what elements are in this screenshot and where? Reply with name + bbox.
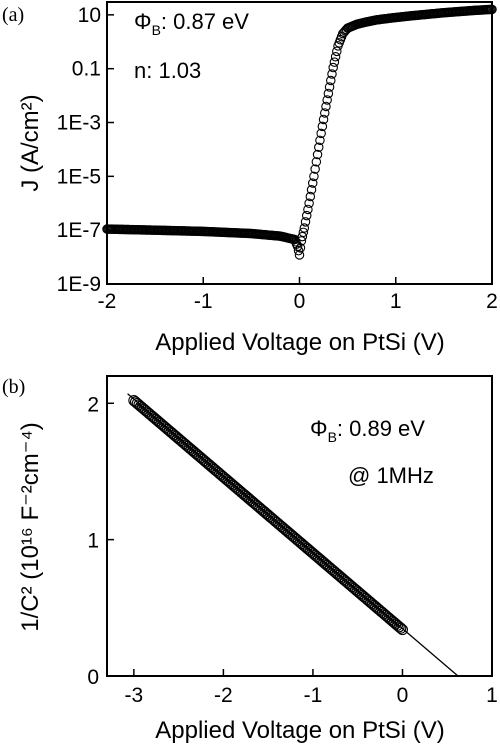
panel-a-data-point [329, 57, 340, 67]
panel-a: (a) -2 -1 0 1 2 1E-9 1E-7 1E-5 1E-3 0.1 10 Applied… [2, 1, 498, 356]
panel-a-data-point [296, 236, 307, 246]
panel-b-xlabel: Applied Voltage on PtSi (V) [155, 717, 445, 744]
panel-a-data-point [306, 185, 317, 195]
panel-a-data-point [321, 101, 331, 112]
panel-a-ytick-label: 1E-5 [57, 165, 101, 188]
panel-b-ytick-label: 1 [87, 530, 99, 553]
panel-a-xtick-label: 2 [486, 290, 498, 313]
panel-a-data-point [320, 108, 330, 118]
panel-b-ylabel: 1/C² (10¹⁶ F⁻²cm⁻⁴) [17, 422, 44, 632]
panel-a-data-point [324, 82, 335, 92]
panel-a-xtick-label: 1 [390, 290, 402, 313]
panel-a-data-point [300, 217, 311, 227]
panel-a-data-point [318, 114, 329, 125]
panel-a-data-point [323, 88, 334, 99]
panel-a-data-point [326, 75, 336, 86]
panel-b-phi-subscript: B [328, 429, 337, 445]
panel-a-data-point [332, 46, 342, 57]
panel-a-data-point [330, 51, 341, 62]
panel-b-xtick-label: 1 [486, 684, 498, 707]
panel-a-data-point [297, 231, 308, 242]
panel-a-data-point [316, 128, 326, 139]
panel-a-ytick-label: 1E-7 [57, 219, 101, 242]
panel-b-xtick-label: -3 [125, 684, 144, 707]
panel-b-points [128, 394, 409, 636]
panel-a-data-point [311, 157, 322, 167]
panel-b-xtick-label: 0 [397, 684, 409, 707]
panel-a-data-point [317, 121, 328, 132]
panel-b-frequency-annotation: @ 1MHz [348, 463, 434, 488]
panel-a-data-point [307, 178, 318, 188]
panel-b-ytick-label: 0 [87, 666, 99, 689]
panel-a-data-point [313, 142, 324, 153]
panel-a-barrier-annotation: ΦB: 0.87 eV [134, 9, 249, 38]
panel-a-ytick-label: 1E-3 [57, 112, 101, 135]
panel-a-ytick-label: 1E-9 [57, 273, 101, 296]
panel-b-barrier-annotation: ΦB: 0.89 eV [310, 416, 425, 445]
panel-b-data-point [395, 622, 407, 634]
panel-a-points [102, 4, 497, 260]
panel-b-frame [106, 375, 493, 677]
panel-a-ticks: -2 -1 0 1 2 1E-9 1E-7 1E-5 1E-3 0.1 10 [57, 4, 498, 313]
panel-b-ytick-label: 2 [87, 393, 99, 416]
panel-a-ytick-label: 10 [78, 4, 101, 27]
panel-a-ideality-annotation: n: 1.03 [134, 58, 201, 83]
panel-b-label: (b) [2, 376, 25, 398]
panel-a-xtick-label: -1 [194, 290, 213, 313]
panel-b-data-point [393, 621, 405, 633]
panel-a-data-point [322, 95, 332, 105]
panel-a-data-point [304, 198, 314, 209]
panel-a-phi-value: : 0.87 eV [161, 9, 249, 34]
panel-b: (b) -3 -2 -1 0 1 0 1 2 Applied Voltage on PtSi … [2, 375, 498, 744]
panel-a-phi-subscript: B [152, 22, 161, 38]
panel-a-xtick-label: 0 [294, 290, 306, 313]
panel-a-data-point [305, 191, 316, 202]
panel-a-data-point [327, 69, 337, 79]
panel-a-data-point [295, 243, 306, 253]
panel-a-label: (a) [2, 4, 24, 26]
panel-a-ytick-label: 0.1 [72, 58, 101, 81]
panel-a-data-point [315, 135, 325, 146]
panel-a-data-point [298, 227, 309, 238]
panel-a-ylabel: J (A/cm²) [17, 94, 44, 191]
panel-b-phi-value: : 0.89 eV [337, 416, 425, 441]
panel-a-data-point [328, 62, 338, 73]
panel-a-data-point [293, 245, 304, 256]
panel-a-xlabel: Applied Voltage on PtSi (V) [155, 329, 445, 356]
panel-b-xtick-label: -1 [304, 684, 323, 707]
panel-a-data-point [301, 210, 312, 221]
panel-b-phi-symbol: Φ [310, 416, 328, 441]
panel-a-data-point [303, 204, 313, 215]
panel-a-xtick-label: -2 [98, 290, 117, 313]
panel-a-data-point [294, 250, 305, 260]
panel-a-phi-symbol: Φ [134, 9, 152, 34]
panel-b-ticks: -3 -2 -1 0 1 0 1 2 [87, 393, 498, 707]
panel-a-data-point [310, 164, 320, 174]
panel-b-data-point [396, 624, 409, 636]
panel-b-xtick-label: -2 [214, 684, 233, 707]
panel-a-data-point [309, 171, 319, 182]
panel-a-data-point [299, 223, 310, 233]
panel-a-data-point [312, 149, 323, 160]
panel-a-data-point [487, 4, 497, 15]
